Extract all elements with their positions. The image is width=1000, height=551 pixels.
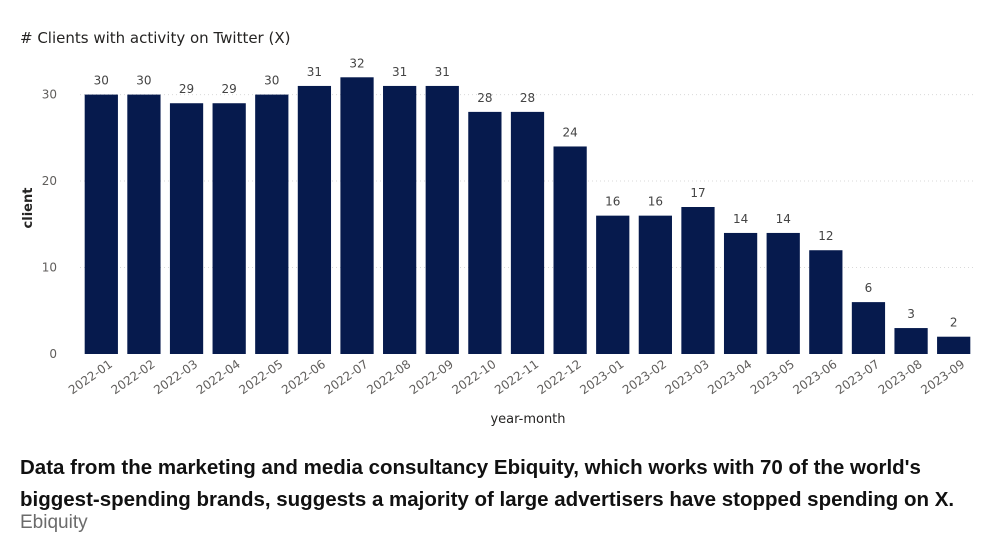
- x-tick-label: 2022-01: [66, 357, 115, 397]
- bar: [383, 85, 417, 355]
- data-label: 14: [733, 212, 748, 226]
- bar: [255, 94, 289, 355]
- bar: [851, 302, 886, 354]
- bar: [766, 232, 800, 354]
- x-tick-label: 2023-05: [748, 357, 797, 397]
- bar: [169, 103, 204, 354]
- y-tick-label: 10: [42, 261, 57, 275]
- data-label: 30: [264, 74, 279, 88]
- bar: [340, 77, 374, 354]
- data-label: 28: [520, 91, 535, 105]
- data-label: 24: [562, 125, 577, 139]
- data-label: 6: [865, 281, 873, 295]
- data-label: 31: [307, 65, 322, 79]
- chart-title: # Clients with activity on Twitter (X): [20, 29, 290, 47]
- x-tick-label: 2022-03: [151, 357, 200, 397]
- bar: [638, 215, 672, 354]
- x-tick-label: 2022-02: [109, 357, 158, 397]
- bar: [510, 111, 545, 354]
- bar: [937, 336, 971, 354]
- y-tick-label: 20: [42, 174, 57, 188]
- x-tick-label: 2023-09: [918, 357, 967, 397]
- data-label: 16: [605, 195, 620, 209]
- bar-chart: # Clients with activity on Twitter (X) 0…: [20, 29, 975, 427]
- y-axis-label: client: [21, 188, 36, 229]
- bar: [297, 85, 332, 355]
- y-axis-ticks: 0 10 20 30: [42, 88, 57, 361]
- data-label: 3: [907, 307, 915, 321]
- data-label: 12: [818, 229, 833, 243]
- x-tick-label: 2022-06: [279, 357, 328, 397]
- x-tick-label: 2022-07: [322, 357, 371, 397]
- credit: Ebiquity: [20, 512, 88, 533]
- x-axis-label: year-month: [490, 412, 565, 427]
- caption: Data from the marketing and media consul…: [20, 456, 955, 511]
- bar: [596, 215, 630, 354]
- x-axis-ticks: 2022-012022-022022-032022-042022-052022-…: [66, 357, 967, 397]
- bar: [127, 94, 161, 355]
- data-label: 29: [179, 82, 194, 96]
- data-label: 14: [776, 212, 791, 226]
- x-tick-label: 2023-07: [833, 357, 882, 397]
- x-tick-label: 2023-03: [663, 357, 712, 397]
- x-tick-label: 2023-01: [577, 357, 626, 397]
- bar: [894, 328, 928, 354]
- x-tick-label: 2023-04: [705, 357, 754, 397]
- x-tick-label: 2022-09: [407, 357, 456, 397]
- bar: [723, 232, 758, 354]
- data-label: 30: [94, 74, 109, 88]
- x-tick-label: 2023-06: [790, 357, 839, 397]
- bar: [425, 85, 459, 355]
- x-tick-label: 2022-11: [492, 357, 541, 397]
- data-label: 29: [222, 82, 237, 96]
- bar: [809, 250, 843, 354]
- bar: [212, 103, 246, 354]
- data-label: 16: [648, 195, 663, 209]
- data-label: 2: [950, 316, 958, 330]
- bar: [468, 111, 502, 354]
- x-tick-label: 2022-04: [194, 357, 243, 397]
- x-tick-label: 2022-05: [236, 357, 285, 397]
- x-tick-label: 2023-08: [876, 357, 925, 397]
- bar: [84, 94, 118, 355]
- bars: [84, 77, 971, 355]
- x-tick-label: 2022-12: [535, 357, 584, 397]
- x-tick-label: 2023-02: [620, 357, 669, 397]
- data-label: 31: [435, 65, 450, 79]
- data-label: 31: [392, 65, 407, 79]
- data-label: 17: [690, 186, 705, 200]
- data-label: 32: [349, 56, 364, 70]
- bar: [681, 207, 715, 354]
- data-label: 30: [136, 74, 151, 88]
- y-tick-label: 0: [49, 347, 57, 361]
- y-tick-label: 30: [42, 88, 57, 102]
- bar: [553, 146, 587, 354]
- x-tick-label: 2022-08: [364, 357, 413, 397]
- data-label: 28: [477, 91, 492, 105]
- x-tick-label: 2022-10: [449, 357, 498, 397]
